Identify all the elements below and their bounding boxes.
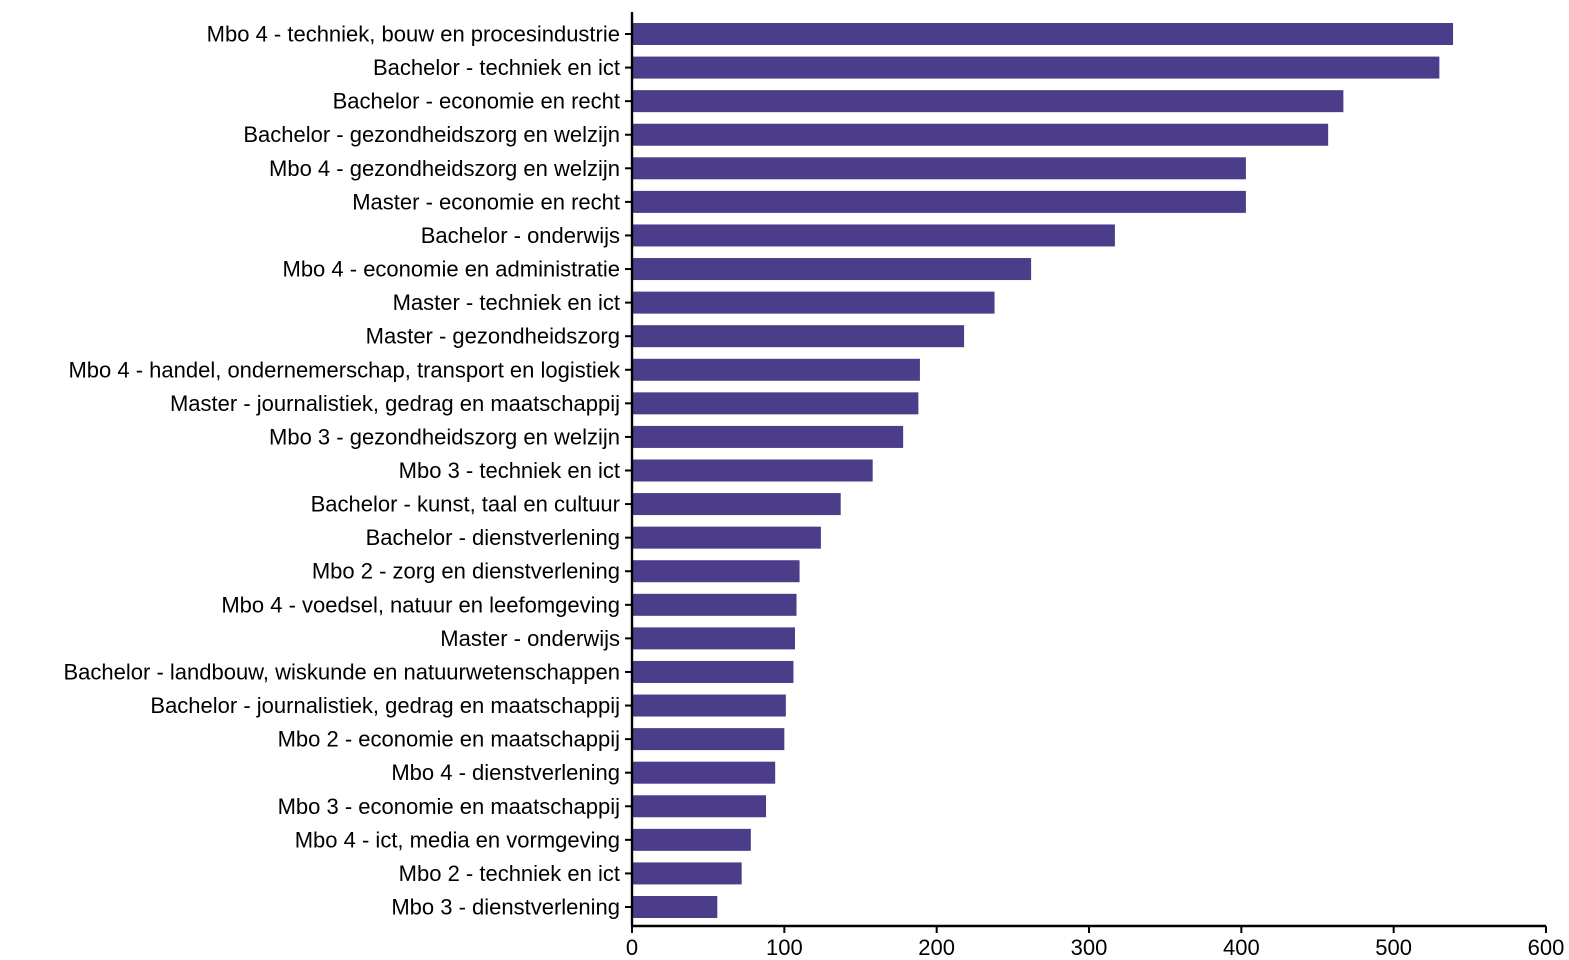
x-tick-label: 600 (1528, 935, 1565, 960)
category-label: Mbo 4 - handel, ondernemerschap, transpo… (68, 357, 621, 382)
bar (632, 459, 873, 482)
bar (632, 828, 751, 851)
category-label: Bachelor - landbouw, wiskunde en natuurw… (64, 659, 621, 684)
category-label: Mbo 4 - ict, media en vormgeving (295, 827, 620, 852)
category-label: Mbo 2 - zorg en dienstverlening (312, 559, 620, 584)
x-tick-label: 400 (1223, 935, 1260, 960)
category-label: Mbo 4 - voedsel, natuur en leefomgeving (221, 592, 620, 617)
category-label: Bachelor - kunst, taal en cultuur (311, 492, 620, 517)
category-label: Mbo 4 - gezondheidszorg en welzijn (269, 156, 620, 181)
category-label: Master - onderwijs (440, 626, 620, 651)
bar (632, 593, 797, 616)
category-label: Bachelor - dienstverlening (366, 525, 620, 550)
bar (632, 123, 1329, 146)
x-tick-label: 0 (626, 935, 638, 960)
bar (632, 896, 718, 918)
category-label: Mbo 2 - techniek en ict (399, 861, 620, 886)
category-labels: Mbo 4 - techniek, bouw en procesindustri… (64, 22, 621, 920)
category-label: Mbo 3 - gezondheidszorg en welzijn (269, 424, 620, 449)
bar (632, 358, 920, 381)
bar (632, 694, 786, 717)
category-label: Master - techniek en ict (393, 290, 620, 315)
bar (632, 325, 965, 348)
x-axis-ticks: 0 100 200 300 400 500 600 (626, 926, 1564, 960)
category-label: Mbo 4 - techniek, bouw en procesindustri… (207, 22, 620, 47)
category-label: Master - gezondheidszorg (366, 324, 620, 349)
category-label: Bachelor - economie en recht (333, 89, 620, 114)
bar (632, 190, 1246, 213)
bar (632, 795, 767, 818)
bar (632, 493, 841, 516)
bar (632, 392, 919, 415)
category-label: Mbo 3 - dienstverlening (391, 895, 620, 920)
bar (632, 291, 995, 314)
bar (632, 761, 776, 784)
bar (632, 862, 742, 885)
x-tick-label: 300 (1071, 935, 1108, 960)
category-label: Mbo 3 - techniek en ict (399, 458, 620, 483)
bar (632, 627, 795, 650)
bar (632, 560, 800, 583)
bar (632, 728, 785, 751)
category-label: Bachelor - gezondheidszorg en welzijn (243, 122, 620, 147)
bar (632, 23, 1454, 45)
category-label: Master - economie en recht (352, 189, 620, 214)
category-label: Bachelor - journalistiek, gedrag en maat… (150, 693, 620, 718)
bar (632, 258, 1032, 281)
x-tick-label: 200 (918, 935, 955, 960)
category-label: Mbo 3 - economie en maatschappij (278, 794, 620, 819)
category-label: Bachelor - onderwijs (421, 223, 620, 248)
bar (632, 224, 1115, 247)
x-tick-label: 100 (766, 935, 803, 960)
bar (632, 660, 794, 683)
bar (632, 90, 1344, 113)
category-label: Mbo 4 - dienstverlening (391, 760, 620, 785)
category-label: Mbo 4 - economie en administratie (283, 257, 621, 282)
category-label: Master - journalistiek, gedrag en maatsc… (170, 391, 620, 416)
bar (632, 157, 1246, 180)
x-tick-label: 500 (1375, 935, 1412, 960)
category-label: Bachelor - techniek en ict (373, 55, 620, 80)
bar (632, 56, 1440, 79)
bars-group (625, 23, 1454, 918)
bar (632, 425, 904, 448)
category-label: Mbo 2 - economie en maatschappij (278, 727, 620, 752)
bar (632, 526, 821, 549)
